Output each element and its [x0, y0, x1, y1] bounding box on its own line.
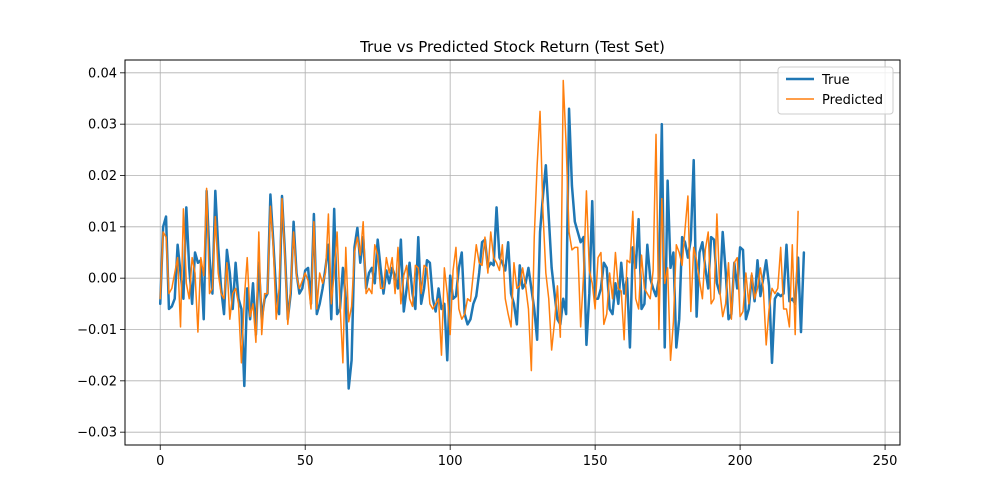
y-tick-label: 0.03 [88, 118, 117, 133]
legend: True Predicted [777, 66, 894, 115]
axes-frame [124, 59, 901, 446]
legend-label-true: True [821, 73, 850, 88]
y-tick-label: 0.01 [88, 220, 117, 235]
x-tick-label: 100 [438, 454, 463, 469]
chart-title: True vs Predicted Stock Return (Test Set… [359, 38, 665, 56]
x-tick-label: 200 [728, 454, 753, 469]
y-tick-label: −0.02 [77, 374, 117, 389]
y-tick-label: −0.01 [77, 323, 117, 338]
x-tick-label: 0 [156, 454, 164, 469]
axis-ticks: 0 50 100 150 200 250 −0.03 −0.02 −0.01 0.00 0.01 0.… [77, 66, 897, 469]
y-tick-label: −0.03 [77, 426, 117, 441]
plot-area [158, 79, 806, 390]
x-tick-label: 150 [583, 454, 608, 469]
x-tick-label: 250 [873, 454, 898, 469]
y-tick-label: 0.04 [88, 66, 117, 81]
legend-label-predicted: Predicted [822, 93, 883, 108]
grid [125, 60, 900, 445]
x-tick-label: 50 [297, 454, 314, 469]
y-tick-label: 0.02 [88, 169, 117, 184]
y-tick-label: 0.00 [88, 272, 117, 287]
series-line-predicted [159, 79, 799, 372]
